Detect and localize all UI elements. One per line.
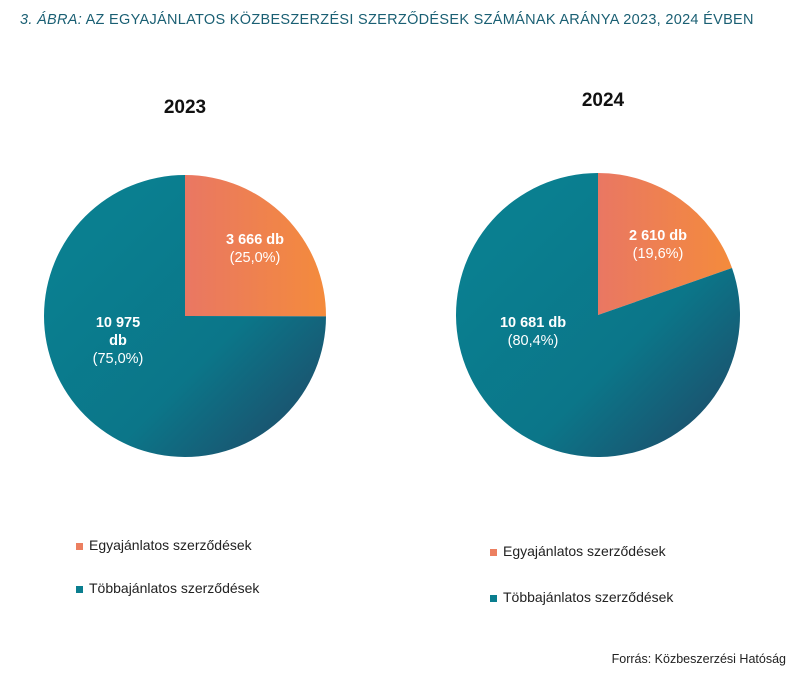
slice-value-label: 3 666 db: [226, 232, 284, 248]
legend-swatch-tobb: [76, 585, 83, 593]
legend-label-egy: Egyajánlatos szerződések: [89, 537, 252, 553]
figure-title: 3. ÁBRA: AZ EGYAJÁNLATOS KÖZBESZERZÉSI S…: [20, 12, 754, 28]
legend-label-tobb: Többajánlatos szerződések: [503, 589, 674, 605]
slice-percent-label: (25,0%): [230, 250, 281, 266]
legend-label-tobb: Többajánlatos szerződések: [89, 580, 260, 596]
legend-label-egy: Egyajánlatos szerződések: [503, 543, 666, 559]
figure-title-prefix: 3. ÁBRA:: [20, 12, 83, 28]
slice-percent-label: (80,4%): [508, 333, 559, 349]
legend-tobb-2023: Többajánlatos szerződések: [76, 580, 259, 596]
legend-tobb-2024: Többajánlatos szerződések: [490, 589, 673, 605]
legend-swatch-egy: [76, 542, 83, 550]
legend-egy-2023: Egyajánlatos szerződések: [76, 537, 252, 553]
chart-title-2024: 2024: [581, 90, 625, 111]
chart-title-2023: 2023: [163, 97, 207, 118]
legend-swatch-tobb: [490, 594, 497, 602]
slice-value-label: 10 681 db: [500, 315, 566, 331]
pie-slice-egy: [598, 173, 733, 315]
slice-percent-label: (19,6%): [633, 246, 684, 262]
pie-2024: 2 610 db (19,6%) 10 681 db (80,4%): [455, 173, 740, 458]
slice-value-label: db: [109, 333, 127, 349]
legend-swatch-egy: [490, 548, 497, 556]
slice-percent-label: (75,0%): [93, 351, 144, 367]
pie-slice-tobb: [43, 175, 326, 457]
slice-value-label: 2 610 db: [629, 228, 687, 244]
slice-value-label: 10 975: [96, 315, 140, 331]
pie-slice-egy: [185, 175, 326, 317]
legend-egy-2024: Egyajánlatos szerződések: [490, 543, 666, 559]
figure-title-text: AZ EGYAJÁNLATOS KÖZBESZERZÉSI SZERZŐDÉSE…: [85, 12, 754, 28]
pie-slice-tobb: [455, 173, 740, 458]
pie-2023: 3 666 db (25,0%) 10 975 db (75,0%): [43, 175, 326, 457]
source-note: Forrás: Közbeszerzési Hatóság: [611, 652, 786, 666]
